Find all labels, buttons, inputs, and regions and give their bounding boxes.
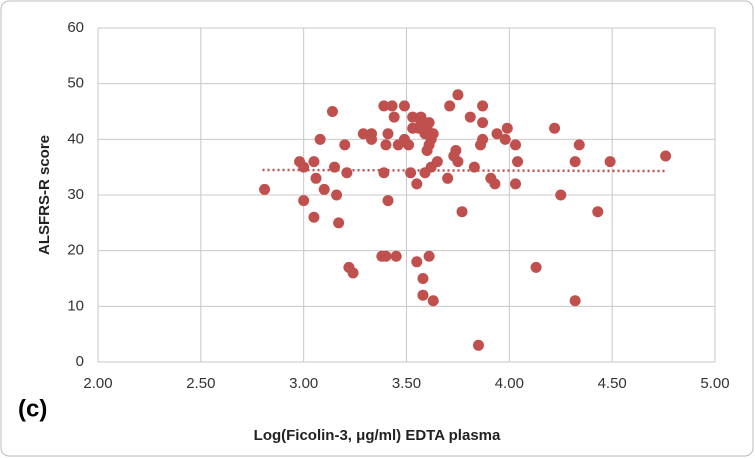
point <box>510 139 522 151</box>
y-tick-label: 20 <box>67 242 84 259</box>
point <box>411 178 423 190</box>
point <box>298 195 310 207</box>
point <box>386 100 398 112</box>
point <box>411 256 423 268</box>
point <box>357 128 369 140</box>
point <box>405 167 417 179</box>
panel-label: (c) <box>18 395 47 422</box>
y-tick-label: 50 <box>67 75 84 92</box>
point <box>382 195 394 207</box>
point <box>510 178 522 190</box>
point <box>390 250 402 262</box>
x-axis-title: Log(Ficolin-3, μg/ml) EDTA plasma <box>254 427 501 444</box>
x-tick-label: 2.00 <box>83 375 112 392</box>
grid: 0 10 20 30 40 50 60 2.00 2.50 3.00 3.50 4.00 4.50 5.0… <box>67 19 729 392</box>
point <box>308 211 320 223</box>
point <box>423 117 435 129</box>
point <box>442 172 454 184</box>
point <box>477 117 489 129</box>
x-tick-label: 3.00 <box>289 375 318 392</box>
point <box>491 128 503 140</box>
x-tick-label: 2.50 <box>186 375 215 392</box>
point <box>501 122 513 134</box>
point <box>452 89 464 101</box>
point <box>592 206 604 218</box>
point <box>569 295 581 307</box>
point <box>423 250 435 262</box>
y-tick-label: 0 <box>76 353 84 370</box>
point <box>333 217 345 229</box>
point <box>417 273 429 284</box>
point <box>427 295 439 307</box>
point <box>660 150 672 162</box>
point <box>298 161 310 173</box>
point <box>378 167 390 179</box>
point <box>549 122 561 134</box>
point <box>310 172 322 184</box>
point <box>388 111 400 123</box>
point <box>499 133 511 145</box>
point <box>308 156 320 168</box>
y-tick-label: 10 <box>67 297 84 314</box>
trendline <box>262 168 666 173</box>
point <box>444 100 456 112</box>
point <box>569 156 581 168</box>
point <box>427 128 439 140</box>
point <box>366 133 378 145</box>
x-tick-label: 4.00 <box>495 375 524 392</box>
point <box>347 267 359 279</box>
point <box>329 161 341 173</box>
point <box>472 339 484 351</box>
point <box>403 139 415 151</box>
point <box>331 189 343 201</box>
point <box>417 289 429 301</box>
point <box>530 261 542 273</box>
y-tick-label: 60 <box>67 19 84 36</box>
y-tick-label: 30 <box>67 186 84 203</box>
point <box>382 128 394 140</box>
x-tick-label: 4.50 <box>598 375 627 392</box>
marks <box>259 89 672 351</box>
point <box>468 161 480 173</box>
point <box>341 167 353 179</box>
point <box>318 183 330 195</box>
point <box>604 156 616 168</box>
point <box>378 100 390 112</box>
point <box>380 139 392 151</box>
point <box>407 111 419 123</box>
point <box>555 189 567 201</box>
y-axis-title: ALSFRS-R score <box>36 135 53 255</box>
x-tick-label: 5.00 <box>700 375 729 392</box>
y-tick-label: 40 <box>67 130 84 147</box>
point <box>512 156 524 168</box>
point <box>452 156 464 168</box>
point <box>573 139 585 151</box>
point <box>450 144 462 156</box>
point <box>477 133 489 145</box>
point <box>431 156 443 168</box>
point <box>456 206 468 218</box>
point <box>477 100 489 112</box>
point <box>259 183 271 195</box>
point <box>398 100 410 112</box>
point <box>380 250 392 262</box>
point <box>314 133 326 145</box>
x-tick-label: 3.50 <box>392 375 421 392</box>
point <box>489 178 501 190</box>
point <box>339 139 351 151</box>
point <box>326 106 338 117</box>
point <box>464 111 476 123</box>
